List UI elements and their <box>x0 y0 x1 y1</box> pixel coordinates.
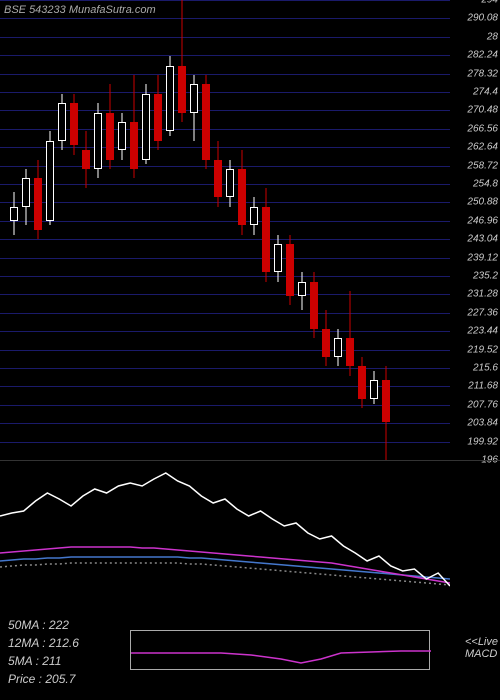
gridline <box>0 18 450 19</box>
gridline <box>0 37 450 38</box>
y-axis-label: 270.48 <box>467 105 498 116</box>
y-axis-label: 266.56 <box>467 123 498 134</box>
gridline <box>0 442 450 443</box>
chart-container: BSE 543233 MunafaSutra.com 294 290.08 28 28… <box>0 0 500 700</box>
gridline <box>0 423 450 424</box>
gridline <box>0 239 450 240</box>
gridline <box>0 129 450 130</box>
gridline <box>0 350 450 351</box>
y-axis-label: 203.84 <box>467 418 498 429</box>
gridline <box>0 221 450 222</box>
gridline <box>0 110 450 111</box>
y-axis-label: 199.92 <box>467 436 498 447</box>
gridline <box>0 202 450 203</box>
macd-line <box>0 557 450 579</box>
y-axis-label: 239.12 <box>467 252 498 263</box>
y-axis-label: 231.28 <box>467 289 498 300</box>
gridline <box>0 166 450 167</box>
candlestick-panel: BSE 543233 MunafaSutra.com 294 290.08 28 28… <box>0 0 500 460</box>
y-axis-label: 262.64 <box>467 142 498 153</box>
y-axis-label: 246.96 <box>467 215 498 226</box>
y-axis-label: 219.52 <box>467 344 498 355</box>
gridline <box>0 147 450 148</box>
gridline <box>0 276 450 277</box>
y-axis-label: 282.24 <box>467 50 498 61</box>
gridline <box>0 184 450 185</box>
y-axis-label: 211.68 <box>468 381 498 392</box>
macd-line <box>0 473 450 586</box>
y-axis-label: 278.32 <box>467 68 498 79</box>
live-inset-box <box>130 630 430 670</box>
gridline <box>0 74 450 75</box>
macd-line <box>0 547 450 583</box>
y-axis-label: 28 <box>487 31 498 42</box>
live-label: <<Live MACD <box>465 636 498 660</box>
gridline <box>0 258 450 259</box>
gridline <box>0 92 450 93</box>
y-axis-label: 254.8 <box>473 179 498 190</box>
y-axis-label: 258.72 <box>467 160 498 171</box>
gridline <box>0 0 450 1</box>
watermark-text: BSE 543233 MunafaSutra.com <box>4 4 156 16</box>
macd-text: MACD <box>465 648 497 660</box>
y-axis-label: 223.44 <box>467 326 498 337</box>
live-inset-line <box>131 631 431 671</box>
gridline <box>0 368 450 369</box>
y-axis-label: 290.08 <box>467 13 498 24</box>
y-axis-label: 215.6 <box>473 363 498 374</box>
gridline <box>0 294 450 295</box>
macd-panel <box>0 460 500 610</box>
macd-lines <box>0 461 450 611</box>
y-axis-label: 243.04 <box>467 234 498 245</box>
gridline <box>0 313 450 314</box>
info-line-price: Price : 205.7 <box>8 670 492 688</box>
y-axis-label: 227.36 <box>467 307 498 318</box>
y-axis-label: 207.76 <box>467 399 498 410</box>
info-panel: 50MA : 22212MA : 212.65MA : 211Price : 2… <box>0 610 500 700</box>
live-text: <<Live <box>465 636 498 648</box>
y-axis-label: 235.2 <box>473 271 498 282</box>
gridline <box>0 331 450 332</box>
y-axis-label: 250.88 <box>467 197 498 208</box>
gridline <box>0 55 450 56</box>
y-axis-label: 274.4 <box>473 87 498 98</box>
y-axis-label: 294 <box>481 0 498 6</box>
